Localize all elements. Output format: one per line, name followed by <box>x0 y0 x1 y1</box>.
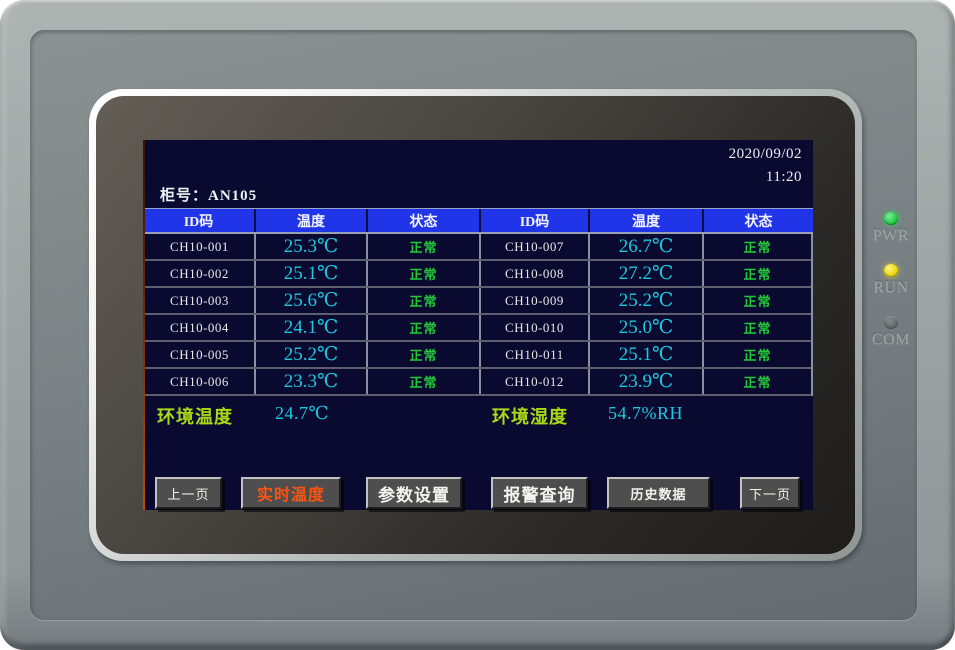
channel-id: CH10-008 <box>481 261 590 286</box>
screen-header: 2020/09/02 11:20 柜号：AN105 <box>143 140 813 208</box>
channel-id: CH10-001 <box>145 234 256 259</box>
channel-id: CH10-010 <box>481 315 590 340</box>
pwr-led-icon <box>884 212 898 225</box>
channel-id: CH10-011 <box>481 342 590 367</box>
channel-id: CH10-005 <box>145 342 256 367</box>
status-value: 正常 <box>368 315 481 340</box>
table-header-cell: ID码 <box>481 209 590 232</box>
table-row: CH10-003 25.6℃ 正常 CH10-009 25.2℃ 正常 <box>145 288 811 315</box>
led-label: PWR <box>872 227 910 244</box>
table-row: CH10-002 25.1℃ 正常 CH10-008 27.2℃ 正常 <box>145 261 811 288</box>
screen-rim: 2020/09/02 11:20 柜号：AN105 ID码 温度 状态 ID码 温度 状态… <box>89 89 862 561</box>
date-text: 2020/09/02 <box>728 146 802 162</box>
temperature-value: 25.6℃ <box>256 288 368 313</box>
touch-screen: 2020/09/02 11:20 柜号：AN105 ID码 温度 状态 ID码 温度 状态… <box>143 140 813 510</box>
led-group-com: COM <box>862 316 920 368</box>
ambient-row: 环境温度 24.7℃ 环境湿度 54.7%RH <box>143 403 813 429</box>
led-panel: PWR RUN COM <box>862 212 920 368</box>
nav-button-3[interactable]: 参数设置 <box>366 477 462 509</box>
channel-id: CH10-003 <box>145 288 256 313</box>
channel-id: CH10-012 <box>481 369 590 394</box>
temperature-value: 25.1℃ <box>256 261 368 286</box>
nav-button-6[interactable]: 下一页 <box>740 477 800 509</box>
table-header-row: ID码 温度 状态 ID码 温度 状态 <box>143 208 813 234</box>
status-value: 正常 <box>368 261 481 286</box>
table-row: CH10-006 23.3℃ 正常 CH10-012 23.9℃ 正常 <box>145 369 811 396</box>
ambient-humidity-value: 54.7%RH <box>608 403 683 423</box>
channel-id: CH10-006 <box>145 369 256 394</box>
temperature-value: 25.0℃ <box>590 315 704 340</box>
led-group-run: RUN <box>862 264 920 316</box>
time-text: 11:20 <box>765 169 802 185</box>
status-value: 正常 <box>368 369 481 394</box>
run-led-icon <box>884 264 898 277</box>
temperature-value: 27.2℃ <box>590 261 704 286</box>
temperature-value: 25.1℃ <box>590 342 704 367</box>
nav-button-1[interactable]: 上一页 <box>155 477 222 509</box>
temperature-value: 26.7℃ <box>590 234 704 259</box>
nav-button-4[interactable]: 报警查询 <box>491 477 588 509</box>
temperature-value: 25.2℃ <box>590 288 704 313</box>
temperature-value: 23.3℃ <box>256 369 368 394</box>
temperature-table: ID码 温度 状态 ID码 温度 状态 CH10-001 25.3℃ 正常 CH10-007 26… <box>143 208 813 396</box>
status-value: 正常 <box>743 348 772 363</box>
table-row: CH10-004 24.1℃ 正常 CH10-010 25.0℃ 正常 <box>145 315 811 342</box>
table-header-cell: ID码 <box>143 209 256 232</box>
status-value: 正常 <box>368 288 481 313</box>
status-value: 正常 <box>743 294 772 309</box>
table-header-cell: 状态 <box>368 209 481 232</box>
table-header-cell: 状态 <box>744 214 773 230</box>
channel-id: CH10-007 <box>481 234 590 259</box>
channel-id: CH10-009 <box>481 288 590 313</box>
table-header-cell: 温度 <box>256 209 368 232</box>
channel-id: CH10-002 <box>145 261 256 286</box>
cabinet-label: 柜号：AN105 <box>160 188 258 204</box>
ambient-temperature-value: 24.7℃ <box>275 403 330 423</box>
temperature-value: 24.1℃ <box>256 315 368 340</box>
status-value: 正常 <box>743 375 772 390</box>
ambient-temperature-label: 环境温度 <box>157 407 233 427</box>
table-body: CH10-001 25.3℃ 正常 CH10-007 26.7℃ 正常 CH10-002 25… <box>143 234 813 396</box>
status-value: 正常 <box>368 234 481 259</box>
channel-id: CH10-004 <box>145 315 256 340</box>
table-row: CH10-005 25.2℃ 正常 CH10-011 25.1℃ 正常 <box>145 342 811 369</box>
led-label: COM <box>872 331 910 348</box>
nav-button-2[interactable]: 实时温度 <box>241 477 341 509</box>
ambient-humidity-label: 环境湿度 <box>492 407 568 427</box>
status-value: 正常 <box>368 342 481 367</box>
status-value: 正常 <box>743 267 772 282</box>
temperature-value: 25.2℃ <box>256 342 368 367</box>
status-value: 正常 <box>743 240 772 255</box>
nav-button-5[interactable]: 历史数据 <box>607 477 710 509</box>
com-led-icon <box>884 316 898 329</box>
table-row: CH10-001 25.3℃ 正常 CH10-007 26.7℃ 正常 <box>145 234 811 261</box>
led-group-pwr: PWR <box>862 212 920 264</box>
table-header-cell: 温度 <box>590 209 704 232</box>
temperature-value: 25.3℃ <box>256 234 368 259</box>
led-label: RUN <box>873 279 909 296</box>
temperature-value: 23.9℃ <box>590 369 704 394</box>
status-value: 正常 <box>743 321 772 336</box>
